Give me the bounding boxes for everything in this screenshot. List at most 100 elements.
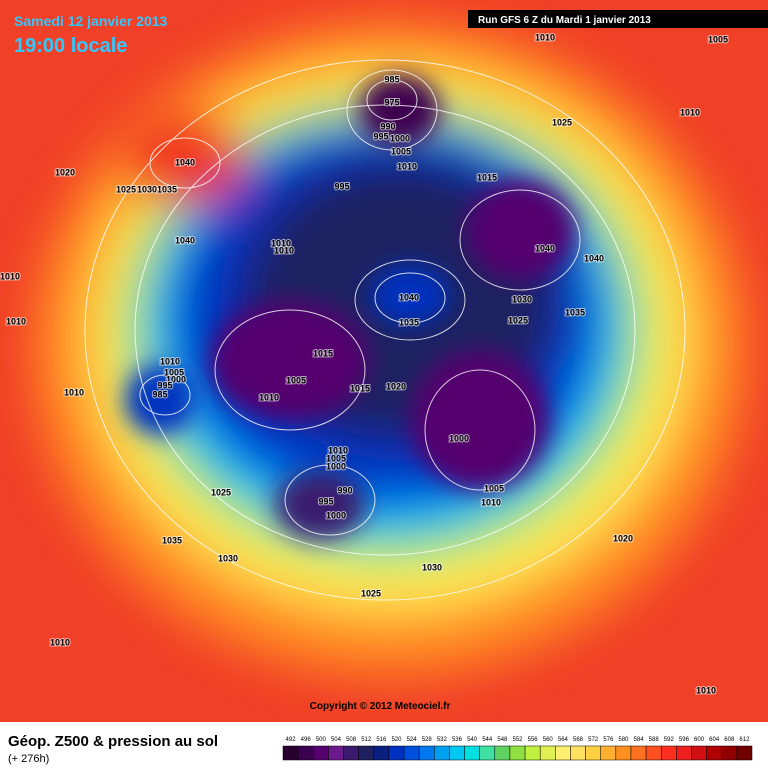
isobar-label: 1000	[326, 461, 346, 471]
isobar-label: 1000	[449, 433, 469, 443]
field	[0, 0, 768, 722]
isobar-labels: 1010 100598597510251010990100099510051010…	[0, 31, 729, 696]
scale-swatch	[660, 745, 677, 761]
scale-label: 612	[739, 737, 750, 743]
isobar-label: 1010	[274, 245, 294, 255]
footer-lead: (+ 276h)	[8, 753, 49, 765]
isobar-label: 985	[384, 74, 399, 84]
isobar-label: 995	[318, 496, 333, 506]
scale-swatch	[434, 745, 450, 761]
isobar-label: 1000	[166, 374, 186, 384]
scale-label: 596	[679, 737, 690, 743]
run-box	[468, 10, 768, 28]
scale-label: 548	[497, 737, 508, 743]
isobar-label: 1040	[175, 235, 195, 245]
isobar-label: 1025	[508, 315, 528, 325]
isobar-label: 1040	[535, 243, 555, 253]
isobar-label: 1010	[680, 107, 700, 117]
scale-label: 492	[286, 737, 297, 743]
scale-label: 540	[467, 737, 478, 743]
scale-swatch	[615, 745, 632, 761]
scale-label: 504	[331, 737, 342, 743]
isobar-label: 1020	[386, 381, 406, 391]
isobar-label: 1030	[512, 294, 532, 304]
scale-label: 580	[618, 737, 629, 743]
isobar-label: 1010	[535, 32, 555, 42]
scale-swatch	[343, 745, 359, 761]
scale-swatch	[691, 745, 707, 761]
scale-swatch	[282, 745, 299, 761]
isobar-label: 1005	[286, 375, 306, 385]
isobar-label: 1010	[328, 445, 348, 455]
copyright: Copyright © 2012 Meteociel.fr	[310, 701, 451, 712]
scale-swatch	[585, 745, 601, 761]
scale-label: 560	[543, 737, 554, 743]
scale-label: 532	[437, 737, 448, 743]
scale-label: 600	[694, 737, 705, 743]
scale-label: 584	[634, 737, 645, 743]
isobar-label: 1010	[481, 497, 501, 507]
scale-swatch	[570, 745, 586, 761]
scale-swatch	[539, 745, 556, 761]
scale-label: 536	[452, 737, 463, 743]
scale-swatch	[555, 745, 571, 761]
isobar-label: 1040	[175, 157, 195, 167]
isobar-label: 1005	[164, 367, 184, 377]
isobar-label: 1020	[55, 167, 75, 177]
isobar-label: 1005	[326, 453, 346, 463]
isobar-label: 995	[373, 131, 388, 141]
scale-label: 568	[573, 737, 584, 743]
isobar-label: 1030	[422, 562, 442, 572]
isobar-label: 1015	[313, 348, 333, 358]
isobar-label: 1035	[399, 317, 419, 327]
scale-swatch	[676, 745, 692, 761]
scale-swatch	[630, 745, 647, 761]
isobar-label: 1010	[6, 316, 26, 326]
scale-label: 572	[588, 737, 599, 743]
isobar-label: 1025	[211, 487, 231, 497]
scale-label: 556	[528, 737, 539, 743]
scale-swatch	[600, 745, 617, 761]
scale-swatch	[449, 745, 465, 761]
isobar-label: 1010	[160, 356, 180, 366]
scale-label: 592	[664, 737, 675, 743]
run-info: Run GFS 6 Z du Mardi 1 janvier 2013	[478, 15, 651, 26]
isobar-label: 1020	[613, 533, 633, 543]
scale-swatch	[388, 745, 405, 761]
isobar-label: 1005	[708, 34, 728, 44]
scale-label: 516	[376, 737, 387, 743]
isobar-label: 975	[384, 97, 399, 107]
isobar-label: 1030	[137, 184, 157, 194]
scale-swatch	[403, 745, 420, 761]
scale-label: 588	[649, 737, 660, 743]
isobar-label: 1040	[584, 253, 604, 263]
isobar-label: 1010	[64, 387, 84, 397]
scale-swatch	[373, 745, 390, 761]
scale-swatch	[509, 745, 526, 761]
isobar-label: 1005	[484, 483, 504, 493]
isobar-label: 985	[152, 389, 167, 399]
isobar-label: 1010	[50, 637, 70, 647]
isobar-label: 995	[334, 181, 349, 191]
scale-swatch	[297, 745, 314, 761]
scale-label: 552	[512, 737, 523, 743]
isobar-label: 1005	[391, 146, 411, 156]
isobar-label: 990	[380, 121, 395, 131]
scale-swatch	[313, 745, 329, 761]
scale-label: 524	[407, 737, 418, 743]
scale-label: 608	[724, 737, 735, 743]
scale-label: 520	[391, 737, 402, 743]
scale-label: 576	[603, 737, 614, 743]
scale-swatch	[418, 745, 435, 761]
scale-label: 604	[709, 737, 720, 743]
time: 19:00 locale	[14, 35, 127, 57]
scale-swatch	[706, 745, 722, 761]
footer-title: Géop. Z500 & pression au sol	[8, 733, 218, 750]
isobar-label: 1025	[552, 117, 572, 127]
scale-label: 508	[346, 737, 357, 743]
isobar-label: 1025	[361, 588, 381, 598]
scale-swatch	[645, 745, 662, 761]
isobar-label: 1010	[397, 161, 417, 171]
isobar-label: 1025	[116, 184, 136, 194]
